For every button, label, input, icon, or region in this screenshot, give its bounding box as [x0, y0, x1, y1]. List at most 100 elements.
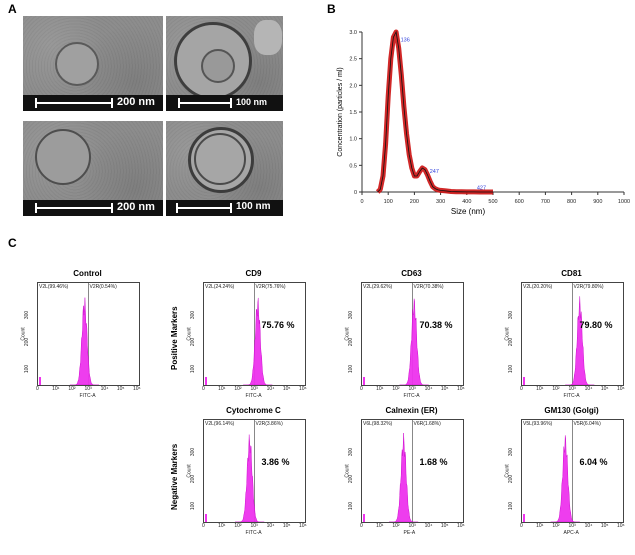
histogram-peak	[69, 297, 100, 385]
x-axis-label: FITC-A	[245, 530, 262, 536]
scale-bar-1: 200 nm	[23, 95, 163, 111]
histogram-peak	[565, 296, 595, 385]
panel-letter-a: A	[8, 2, 17, 16]
histogram-plot	[361, 419, 464, 523]
gate-right-label: V5R(6.04%)	[573, 421, 601, 427]
y-tick-label: 0	[354, 190, 357, 196]
x-tick-label: 0	[360, 386, 363, 392]
x-tick-label: 10⁵	[440, 523, 449, 529]
x-tick-label: 10⁵	[600, 386, 609, 392]
x-tick-label: 0	[202, 523, 205, 529]
histogram-noise	[39, 377, 41, 385]
x-tick-label: 600	[515, 199, 524, 205]
x-tick-label: 0	[360, 523, 363, 529]
x-tick-label: 10⁵	[116, 386, 125, 392]
percent-positive: 75.76 %	[261, 320, 295, 330]
y-tick-label: 3.0	[349, 30, 357, 36]
x-tick-label: 0	[202, 386, 205, 392]
histogram-peak	[243, 297, 273, 385]
histogram-svg	[363, 283, 429, 385]
x-axis-label: Size (nm)	[451, 207, 486, 216]
gate-right-label: V2R(0.54%)	[89, 284, 117, 290]
histogram-title: Cytochrome C	[226, 406, 281, 415]
y-tick-label: 100	[508, 364, 515, 374]
histogram-plot	[521, 419, 624, 523]
histogram-plot	[203, 419, 306, 523]
x-tick-label: 10⁴	[266, 386, 275, 392]
em-image-3: 200 nm	[23, 121, 163, 216]
series-line	[377, 30, 493, 193]
percent-positive: 79.80 %	[579, 320, 613, 330]
histogram-svg	[205, 420, 265, 522]
percent-positive: 70.38 %	[419, 320, 453, 330]
y-tick-label: 2.5	[349, 57, 357, 63]
histogram-title: CD9	[245, 269, 262, 278]
x-tick-label: 0	[360, 199, 363, 205]
histogram-title: GM130 (Golgi)	[544, 406, 599, 415]
gate-right-label: V2R(79.80%)	[573, 284, 604, 290]
scale-bar-2: 100 nm	[166, 95, 283, 111]
percent-positive: 3.86 %	[261, 457, 290, 467]
row-label-positive: Positive Markers	[170, 306, 179, 370]
x-tick-label: 10⁴	[266, 523, 275, 529]
gate-right-label: V6R(1.68%)	[413, 421, 441, 427]
y-axis-label: Count	[186, 327, 193, 341]
x-axis-label: FITC-A	[563, 393, 580, 399]
x-tick-label: 10¹	[536, 386, 544, 392]
y-axis-label: Count	[20, 327, 27, 341]
histogram-title: Calnexin (ER)	[385, 406, 438, 415]
histogram-svg	[523, 283, 595, 385]
y-tick-label: 300	[190, 310, 197, 320]
x-tick-label: 10⁴	[584, 523, 593, 529]
scale-bar-4: 100 nm	[166, 200, 283, 216]
histogram-peak	[399, 298, 429, 385]
histogram-plot	[521, 282, 624, 386]
em-image-2: 100 nm	[166, 16, 283, 111]
histogram-noise	[523, 514, 525, 522]
em-image-1: 200 nm	[23, 16, 163, 111]
panel-letter-c: C	[8, 236, 17, 250]
x-tick-label: 300	[436, 199, 445, 205]
x-tick-label: 100	[384, 199, 393, 205]
gate-left-label: V2L(99.46%)	[39, 284, 69, 290]
y-tick-label: 300	[508, 447, 515, 457]
y-tick-label: 300	[348, 447, 355, 457]
x-tick-label: 0	[520, 386, 523, 392]
y-tick-label: 100	[348, 364, 355, 374]
scale-bar-3: 200 nm	[23, 200, 163, 216]
x-tick-label: 10⁵	[282, 523, 291, 529]
histogram-svg	[363, 420, 419, 522]
x-tick-label: 10⁵	[600, 523, 609, 529]
histogram-plot	[203, 282, 306, 386]
x-tick-label: 700	[541, 199, 550, 205]
x-tick-label: 0	[36, 386, 39, 392]
histogram-title: CD81	[561, 269, 582, 278]
x-tick-label: 10²	[392, 523, 400, 529]
y-tick-label: 100	[508, 501, 515, 511]
x-tick-label: 10⁴	[424, 386, 433, 392]
y-tick-label: 300	[190, 447, 197, 457]
gate-left-label: V6L(98.32%)	[363, 421, 393, 427]
y-tick-label: 300	[348, 310, 355, 320]
x-tick-label: 10⁶	[299, 386, 307, 392]
gate-right-label: V2R(70.38%)	[413, 284, 444, 290]
y-tick-label: 100	[348, 501, 355, 511]
x-axis-label: FITC-A	[245, 393, 262, 399]
x-tick-label: 10⁶	[457, 523, 465, 529]
x-tick-label: 10¹	[218, 386, 226, 392]
x-tick-label: 10²	[392, 386, 400, 392]
y-tick-label: 1.5	[349, 110, 357, 116]
gate-left-label: V2L(29.62%)	[363, 284, 393, 290]
y-tick-label: 2.0	[349, 83, 357, 89]
x-tick-label: 10⁵	[440, 386, 449, 392]
x-tick-label: 10¹	[376, 386, 384, 392]
x-tick-label: 10³	[568, 523, 576, 529]
x-tick-label: 10³	[408, 386, 416, 392]
x-tick-label: 10³	[250, 386, 258, 392]
x-tick-label: 10⁶	[617, 523, 625, 529]
x-tick-label: 10³	[250, 523, 258, 529]
x-axis-label: FITC-A	[79, 393, 96, 399]
gate-right-label: V2R(75.76%)	[255, 284, 286, 290]
histogram-plot	[37, 282, 140, 386]
row-label-negative: Negative Markers	[170, 443, 179, 510]
